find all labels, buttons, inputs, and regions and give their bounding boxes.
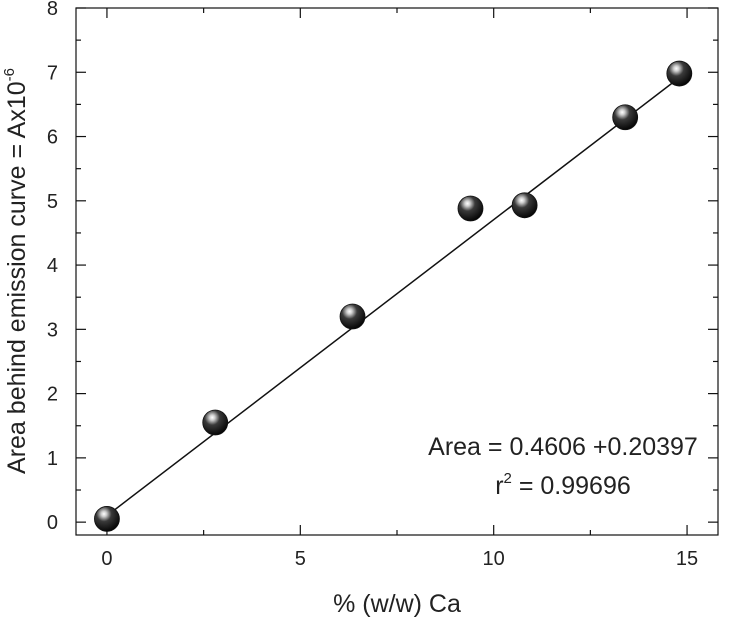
x-tick-label: 15 [676,548,698,570]
x-tick-label: 10 [483,548,505,570]
data-points [94,60,693,532]
y-tick-label: 0 [47,512,58,534]
r-squared-prefix: r [495,472,503,500]
y-tick-label: 8 [47,0,58,20]
plot-frame [75,7,719,536]
y-axis-label-main: Area behind emission curve = Ax10 [3,81,31,474]
fit-line [106,75,682,517]
y-tick-label: 2 [47,384,58,406]
y-tick-label: 4 [47,255,58,277]
fit-line-layer [106,75,682,517]
tick-labels: 0 5 10 15 0 1 2 3 4 5 6 7 8 [47,0,698,570]
r-squared-value: = 0.99696 [512,472,631,500]
y-tick-label: 6 [47,127,58,149]
data-point [94,506,120,532]
data-point [666,60,693,87]
fit-equation: Area = 0.4606 +0.20397 [428,433,698,461]
y-tick-label: 1 [47,448,58,470]
y-axis-label: Area behind emission curve = Ax10-6 [1,68,31,474]
data-point [202,409,229,436]
axis-ticks [76,7,718,535]
r-squared: r2 = 0.99696 [495,470,631,500]
x-tick-label: 5 [295,548,306,570]
r-squared-exponent: 2 [504,470,512,487]
y-tick-label: 5 [47,191,58,213]
x-axis-label: % (w/w) Ca [333,590,461,617]
data-point [457,195,484,222]
y-axis-label-exponent: -6 [1,68,18,81]
data-point [511,192,538,219]
y-tick-label: 3 [47,319,58,341]
x-tick-label: 0 [101,548,112,570]
y-tick-label: 7 [47,62,58,84]
data-point [612,104,639,131]
data-point [339,303,366,330]
